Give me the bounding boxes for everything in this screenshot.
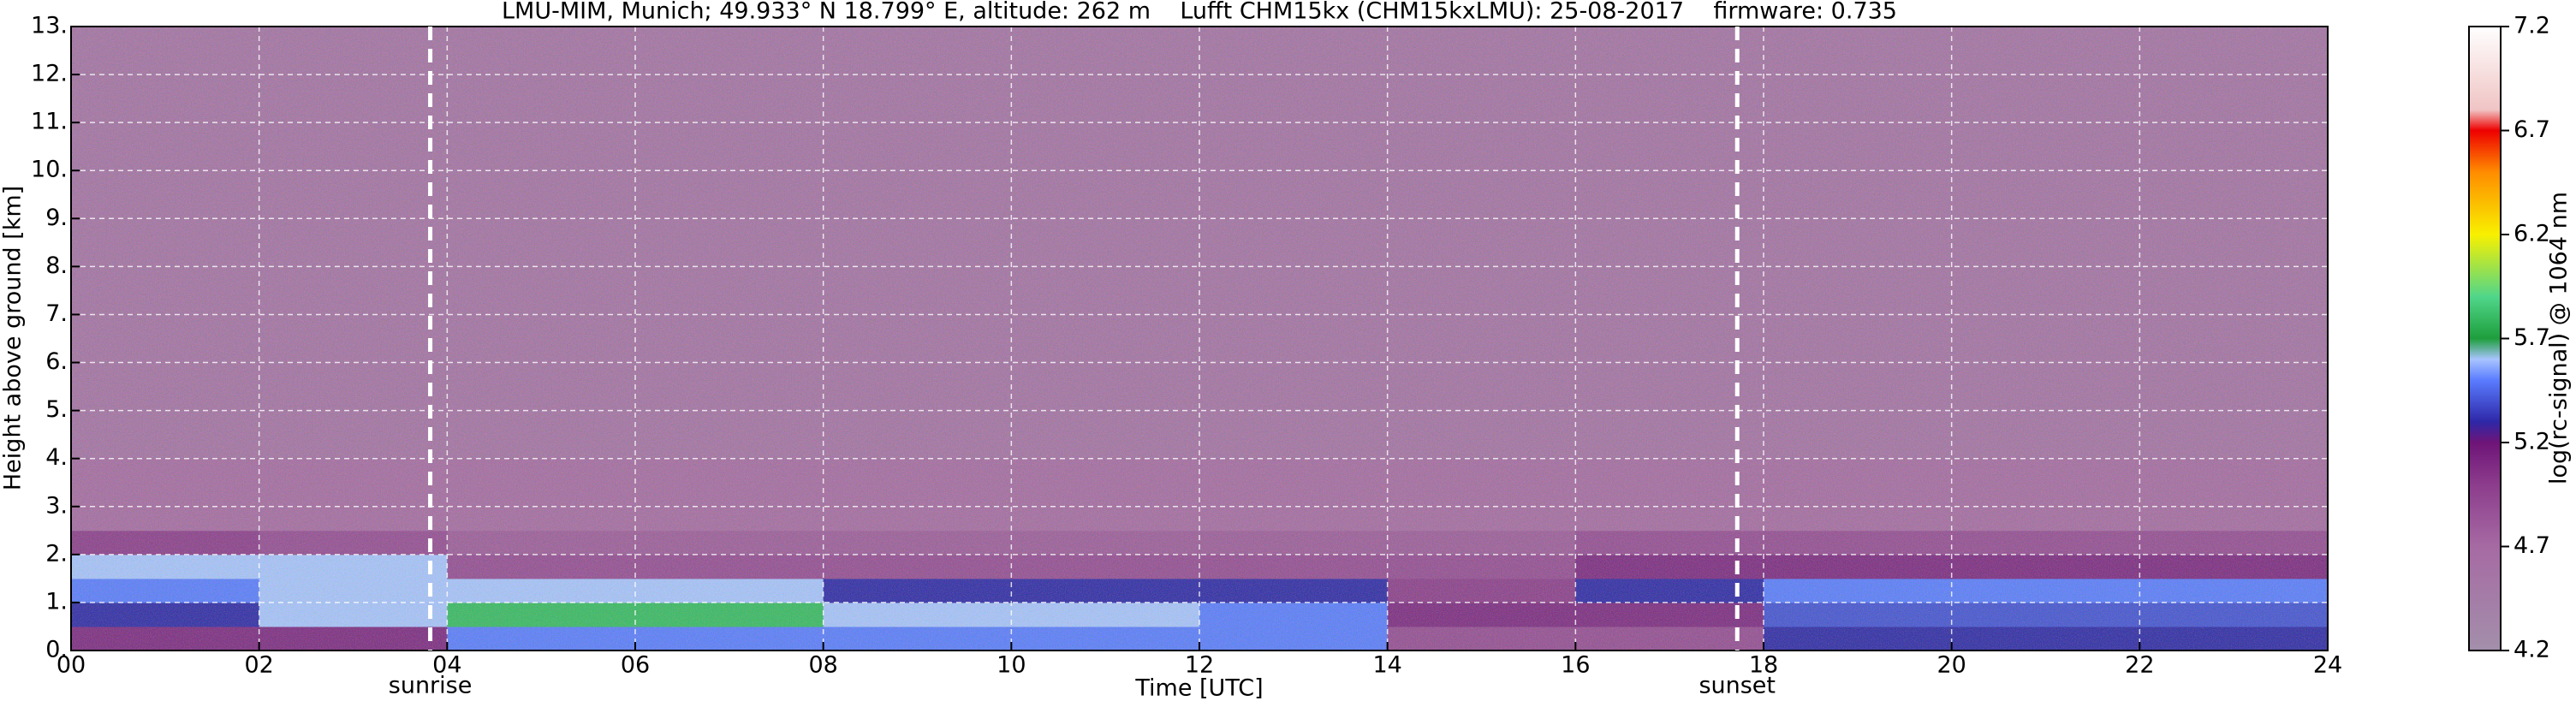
y-tick-label: 11. bbox=[31, 109, 68, 135]
x-tick-label: 18 bbox=[1749, 652, 1778, 679]
x-tick-label: 16 bbox=[1561, 652, 1590, 679]
annotation-label: sunset bbox=[1698, 673, 1776, 699]
chart-title: LMU-MIM, Munich; 49.933° N 18.799° E, al… bbox=[502, 0, 1897, 25]
x-tick-label: 24 bbox=[2313, 652, 2342, 679]
colorbar bbox=[2468, 26, 2502, 651]
x-tick-label: 08 bbox=[808, 652, 837, 679]
y-tick-label: 6. bbox=[45, 348, 68, 375]
x-tick-label: 12 bbox=[1185, 652, 1214, 679]
colorbar-tick-label: 6.2 bbox=[2514, 221, 2550, 247]
x-tick-label: 06 bbox=[621, 652, 650, 679]
y-tick-label: 4. bbox=[45, 444, 68, 471]
colorbar-label: log(rc-signal) @ 1064 nm bbox=[2546, 192, 2573, 484]
y-tick-label: 3. bbox=[45, 492, 68, 519]
colorbar-tick-label: 5.7 bbox=[2514, 324, 2550, 351]
x-tick-label: 02 bbox=[244, 652, 273, 679]
colorbar-tick-label: 5.2 bbox=[2514, 429, 2550, 455]
y-axis-label: Height above ground [km] bbox=[0, 186, 27, 490]
annotation-label: sunrise bbox=[389, 673, 473, 699]
y-tick-label: 1. bbox=[45, 588, 68, 615]
colorbar-tick-label: 6.7 bbox=[2514, 116, 2550, 143]
y-tick-label: 5. bbox=[45, 396, 68, 423]
y-tick-label: 8. bbox=[45, 253, 68, 279]
y-tick-label: 10. bbox=[31, 157, 68, 183]
colorbar-tick-label: 7.2 bbox=[2514, 13, 2550, 39]
x-tick-label: 10 bbox=[996, 652, 1026, 679]
x-tick-label: 04 bbox=[432, 652, 461, 679]
y-tick-label: 9. bbox=[45, 205, 68, 231]
y-tick-label: 0. bbox=[45, 637, 68, 663]
colorbar-tick-label: 4.7 bbox=[2514, 532, 2550, 559]
x-tick-label: 00 bbox=[57, 652, 86, 679]
x-axis-label: Time [UTC] bbox=[1134, 675, 1263, 702]
x-tick-label: 22 bbox=[2125, 652, 2154, 679]
y-tick-label: 13. bbox=[31, 13, 68, 39]
y-tick-label: 7. bbox=[45, 300, 68, 327]
x-tick-label: 20 bbox=[1936, 652, 1966, 679]
x-tick-label: 14 bbox=[1372, 652, 1401, 679]
y-tick-label: 12. bbox=[31, 61, 68, 87]
colorbar-tick-label: 4.2 bbox=[2514, 637, 2550, 663]
y-tick-label: 2. bbox=[45, 540, 68, 567]
